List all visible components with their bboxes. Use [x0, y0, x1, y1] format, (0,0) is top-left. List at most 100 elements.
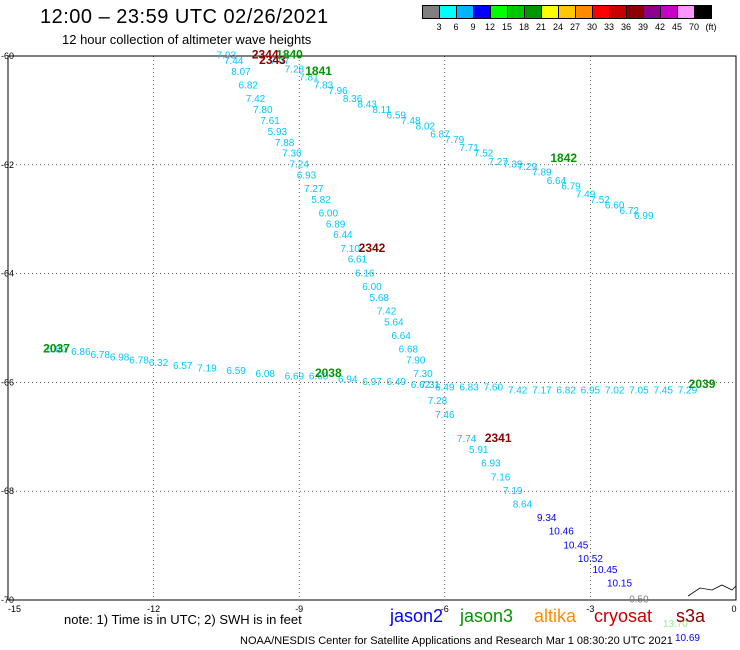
wave-height-value: 7.89 [532, 168, 552, 179]
wave-height-value: 13.70 [663, 619, 688, 630]
color-scale-legend [422, 5, 712, 19]
wave-height-value: 7.30 [413, 369, 433, 380]
wave-height-value: 6.32 [149, 358, 169, 369]
map-frame [7, 55, 737, 601]
color-scale-label: 45 [671, 22, 683, 32]
wave-height-value: 7.28 [428, 396, 448, 407]
coastline-path [687, 584, 737, 597]
pass-time-label: 2039 [689, 377, 716, 391]
wave-height-value: 0.59 [629, 595, 649, 606]
y-tick-label: -68 [1, 486, 14, 496]
wave-height-value: 10.45 [563, 540, 588, 551]
wave-height-value: 6.49 [435, 383, 455, 394]
satellite-cryosat: cryosat [594, 606, 653, 626]
wave-height-value: 6.95 [581, 385, 601, 396]
wave-height-value: 6.59 [387, 111, 407, 122]
wave-height-value: 6.80 [47, 344, 67, 355]
wave-height-value: 10.52 [578, 554, 603, 565]
wave-height-value: 6.99 [634, 211, 654, 222]
wave-height-value: 7.30 [282, 149, 302, 160]
color-scale-swatches [422, 5, 712, 19]
color-scale-label: 30 [586, 22, 598, 32]
x-tick-label: -6 [441, 604, 449, 614]
satellite-s3a: s3a [676, 606, 706, 626]
wave-height-value: 7.16 [491, 472, 511, 483]
wave-height-value: 6.64 [547, 176, 567, 187]
wave-height-value: 7.48 [401, 116, 421, 127]
wave-height-value: 7.24 [289, 160, 309, 171]
color-scale-label: 18 [518, 22, 530, 32]
wave-height-value: 5.93 [268, 127, 288, 138]
satellite-jason3: jason3 [460, 606, 514, 626]
wave-height-value: 6.57 [173, 361, 193, 372]
wave-height-value: 6.00 [362, 282, 382, 293]
wave-height-value: 7.96 [328, 86, 348, 97]
wave-height-value: 6.86 [71, 347, 91, 358]
wave-height-value: 5.68 [370, 293, 390, 304]
color-scale-label: 70 [688, 22, 700, 32]
pass-time-label: 2341 [485, 431, 512, 445]
pass-time-label: 2037 [43, 341, 70, 355]
color-scale-label: 6 [453, 22, 459, 32]
wave-height-value: 6.93 [481, 459, 501, 470]
wave-height-value: 7.71 [459, 143, 479, 154]
wave-height-value: 7.27 [488, 157, 508, 168]
wave-height-value: 6.44 [333, 230, 353, 241]
wave-height-value: 5.82 [311, 195, 331, 206]
wave-height-value: 7.29 [678, 385, 698, 396]
wave-height-value: 6.79 [561, 181, 581, 192]
pass-time-label: 2343 [259, 53, 286, 67]
wave-height-value: 7.52 [474, 149, 494, 160]
wave-height-value: 6.78 [129, 355, 149, 366]
pass-time-label: 1840 [276, 48, 303, 62]
wave-height-value: 8.07 [231, 67, 251, 78]
satellite-jason2: jason2 [390, 606, 444, 626]
x-tick-label: -15 [8, 604, 21, 614]
wave-height-value: 7.49 [576, 189, 596, 200]
wave-height-value: 8.43 [357, 100, 377, 111]
wave-height-value: 6.97 [362, 377, 382, 388]
color-scale-label: 21 [535, 22, 547, 32]
color-swatch [694, 5, 712, 19]
y-tick-label: -70 [1, 595, 14, 605]
y-tick-label: -66 [1, 377, 14, 387]
color-scale-label: 42 [654, 22, 666, 32]
wave-height-value: 6.00 [319, 208, 339, 219]
wave-height-value: 7.31 [421, 380, 441, 391]
wave-height-value: 7.83 [314, 81, 334, 92]
x-tick-label: -12 [147, 604, 160, 614]
wave-height-value: 6.61 [348, 255, 368, 266]
satellite-altika: altika [534, 606, 577, 626]
wave-height-value: 6.83 [459, 383, 479, 394]
wave-height-value: 6.08 [255, 369, 275, 380]
color-scale-label: 12 [484, 22, 496, 32]
wave-height-value: 7.19 [197, 364, 217, 375]
wave-height-value: 7.93 [217, 51, 237, 62]
wave-height-value: 8.36 [343, 94, 363, 105]
wave-height-value: 6.60 [309, 372, 329, 383]
wave-height-value: 6.68 [399, 344, 419, 355]
wave-height-value: 7.52 [590, 195, 610, 206]
wave-height-value: 10.45 [592, 565, 617, 576]
wave-height-value: 7.29 [518, 162, 538, 173]
wave-height-value: 6.93 [297, 170, 317, 181]
wave-height-value: 6.87 [430, 130, 450, 141]
wave-height-value: 6.98 [110, 353, 130, 364]
wave-height-value: 7.79 [445, 135, 465, 146]
wave-height-value: 7.60 [484, 383, 504, 394]
x-tick-label: -3 [586, 604, 594, 614]
x-tick-label: 0 [731, 604, 736, 614]
wave-height-value: 7.28 [285, 64, 305, 75]
wave-height-value: 6.59 [226, 366, 246, 377]
wave-height-value: 7.02 [605, 385, 625, 396]
wave-height-value: 7.80 [253, 105, 273, 116]
wave-height-value: 7.45 [653, 385, 673, 396]
wave-height-value: 5.64 [384, 317, 404, 328]
wave-height-value: 6.64 [391, 331, 411, 342]
wave-height-value: 6.82 [556, 385, 576, 396]
wave-height-value: 7.61 [260, 116, 280, 127]
wave-height-value: 6.72 [619, 206, 639, 217]
wave-height-value: 7.46 [435, 410, 455, 421]
